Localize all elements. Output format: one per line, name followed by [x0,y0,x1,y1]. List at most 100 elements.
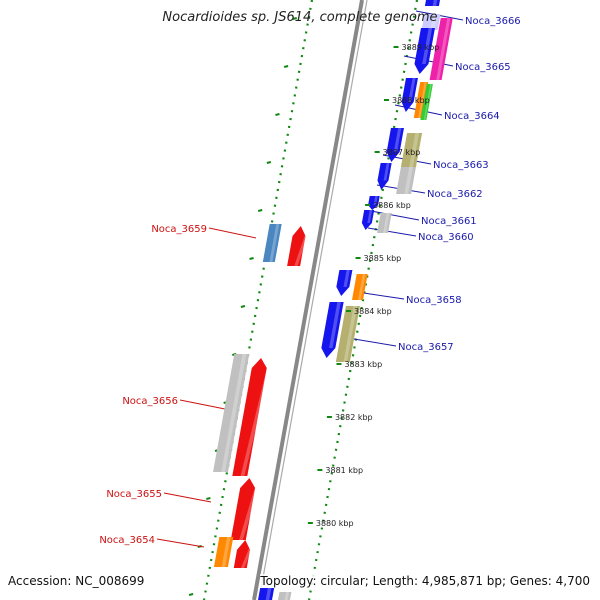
gene-label: Noca_3659 [151,224,207,235]
gene-label: Noca_3663 [433,160,489,171]
forward-gene [429,18,453,80]
gene-label: Noca_3656 [122,396,178,407]
kbp-label: 3886 kbp [373,201,411,210]
reverse-gene [258,588,275,600]
gene-shading [358,274,366,300]
leader-line [370,210,420,221]
gene-shading [430,14,438,30]
gene-label: Noca_3661 [421,216,477,227]
forward-gene [377,213,392,233]
track-dash-mark [275,113,280,116]
accession-text: Accession: NC_008699 [8,574,145,588]
leader-line [156,538,205,548]
gene-label: Noca_3664 [444,111,500,122]
dotted-track-lines [188,0,419,600]
gene-label: Noca_3657 [398,342,454,353]
gene-shading [393,128,402,152]
forward-gene [335,306,360,362]
topology-text: Topology: circular; Length: 4,985,871 bp… [260,574,590,588]
track-dash-mark [257,209,263,212]
forward-gene [336,270,353,296]
gene-label: Noca_3665 [455,62,511,73]
reverse-gene [213,537,234,567]
gene-shading [239,478,262,540]
gene-shading [409,133,420,167]
gene-label: Noca_3660 [418,232,474,243]
forward-gene [401,78,418,112]
gene-shading [240,540,256,568]
gene-shading [432,0,438,6]
forward-gene [420,84,433,120]
gene-shading [343,306,358,362]
gene-shading [367,210,373,223]
gene-shading [221,537,231,567]
reverse-gene [213,354,250,472]
gene-label: Noca_3655 [106,489,162,500]
forward-gene [414,28,435,74]
forward-gene [386,128,404,162]
reverse-gene [230,478,256,540]
gene-features [213,0,453,600]
gene-shading [373,196,378,206]
gene-shading [269,224,280,262]
forward-gene [396,167,416,194]
reverse-gene [233,540,251,568]
gene-shading [404,167,413,194]
forward-gene [400,133,423,167]
kbp-label: 3881 kbp [325,466,363,475]
gene-shading [383,163,390,181]
forward-gene [368,196,380,210]
leader-line [208,227,257,239]
gene-shading [422,28,433,64]
track-dash-mark [292,17,298,20]
kbp-label: 3880 kbp [316,519,354,528]
gene-shading [221,354,247,472]
backbone-edge-line [258,0,368,600]
gene-shading [383,213,390,233]
gene-shading [343,270,350,287]
gene-shading [284,592,290,600]
track-dash-mark [206,497,211,500]
label-leader-lines [156,10,464,548]
gene-shading [265,588,272,600]
leader-line [356,291,405,300]
reverse-gene [262,224,282,262]
forward-gene [352,274,368,300]
track-dash-mark [266,161,272,164]
leader-line [163,492,212,503]
forward-gene [361,210,375,230]
kbp-label: 3887 kbp [383,148,421,157]
gene-labels: Noca_3666 Noca_3665 Noca_3664 Noca_3663 Noca… [99,16,520,546]
track-dash-mark [249,257,254,260]
kbp-label: 3885 kbp [364,254,402,263]
leader-line [347,337,397,347]
gene-label: Noca_3654 [99,535,155,546]
genome-title: Nocardioides sp. JS614, complete genome [162,10,438,25]
gene-shading [423,84,432,120]
gene-shading [436,18,451,80]
kbp-label: 3889 kbp [402,43,440,52]
forward-gene [424,0,440,6]
forward-gene [377,163,392,190]
gene-label: Noca_3662 [427,189,483,200]
left-track-line [202,0,314,600]
gene-shading [294,226,312,266]
track-dash-mark [240,305,246,308]
backbone-line [252,0,364,600]
reverse-gene [232,358,267,476]
kbp-scale: 3889 kbp 3888 kbp 3887 kbp 3886 kbp 3885 kbp… [307,43,440,528]
gene-shading [329,302,341,348]
forward-gene [421,14,441,30]
leader-line [367,227,417,237]
gene-shading [408,78,416,102]
forward-gene [321,302,344,358]
kbp-label: 3888 kbp [392,96,430,105]
track-dash-mark [188,593,194,596]
gene-shading [240,358,274,476]
gene-label: Noca_3658 [406,295,462,306]
gene-shading [418,82,427,118]
kbp-label: 3884 kbp [354,307,392,316]
reverse-gene [287,226,306,266]
